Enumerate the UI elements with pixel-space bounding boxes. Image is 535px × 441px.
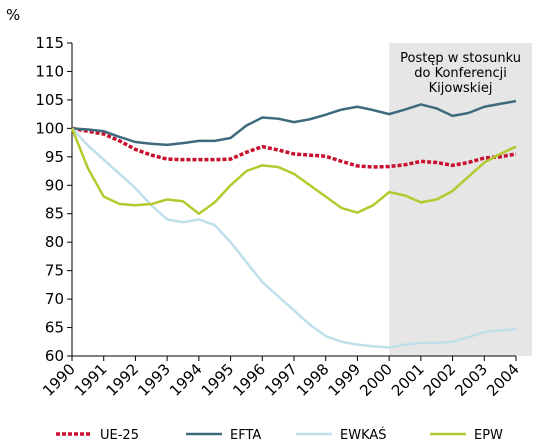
x-tick-label: 2000 — [356, 360, 396, 400]
y-tick-label: 70 — [45, 290, 64, 308]
x-tick-label: 1998 — [293, 360, 333, 400]
y-tick-label: 115 — [35, 34, 64, 52]
x-tick-label: 2002 — [420, 360, 460, 400]
y-tick-label: 80 — [45, 233, 64, 251]
x-tick-label: 2003 — [451, 360, 491, 400]
series-line — [71, 99, 517, 147]
y-tick-label: 65 — [45, 319, 64, 337]
x-tick-label: 1993 — [134, 360, 174, 400]
y-tick-label: 75 — [45, 262, 64, 280]
legend-label: EWKAŚ — [340, 427, 387, 441]
legend-label: EPW — [474, 428, 503, 441]
y-axis-label: % — [6, 6, 20, 24]
y-tick-label: 105 — [35, 91, 64, 109]
x-tick-label: 1994 — [166, 360, 206, 400]
x-tick-label: 1997 — [261, 360, 301, 400]
y-tick-label: 85 — [45, 205, 64, 223]
annotation: Postęp w stosunku — [400, 51, 521, 66]
legend-label: UE-25 — [100, 428, 139, 441]
x-tick-label: 1991 — [71, 360, 111, 400]
y-tick-label: 60 — [45, 347, 64, 365]
series-line — [71, 126, 517, 169]
x-tick-label: 1999 — [325, 360, 365, 400]
x-tick-label: 1992 — [103, 360, 143, 400]
annotation: do Konferencji — [414, 66, 507, 81]
x-tick-label: 2004 — [483, 360, 523, 400]
y-tick-label: 95 — [45, 148, 64, 166]
legend-label: EFTA — [230, 428, 261, 441]
series-line — [71, 127, 517, 349]
x-tick-label: 1990 — [39, 360, 79, 400]
annotation: Kijowskiej — [429, 81, 493, 96]
x-tick-label: 2001 — [388, 360, 428, 400]
x-tick-label: 1995 — [198, 360, 238, 400]
y-tick-label: 100 — [35, 119, 64, 137]
y-tick-label: 110 — [35, 62, 64, 80]
x-tick-label: 1996 — [229, 360, 269, 400]
series-line — [70, 127, 517, 215]
y-tick-label: 90 — [45, 176, 64, 194]
